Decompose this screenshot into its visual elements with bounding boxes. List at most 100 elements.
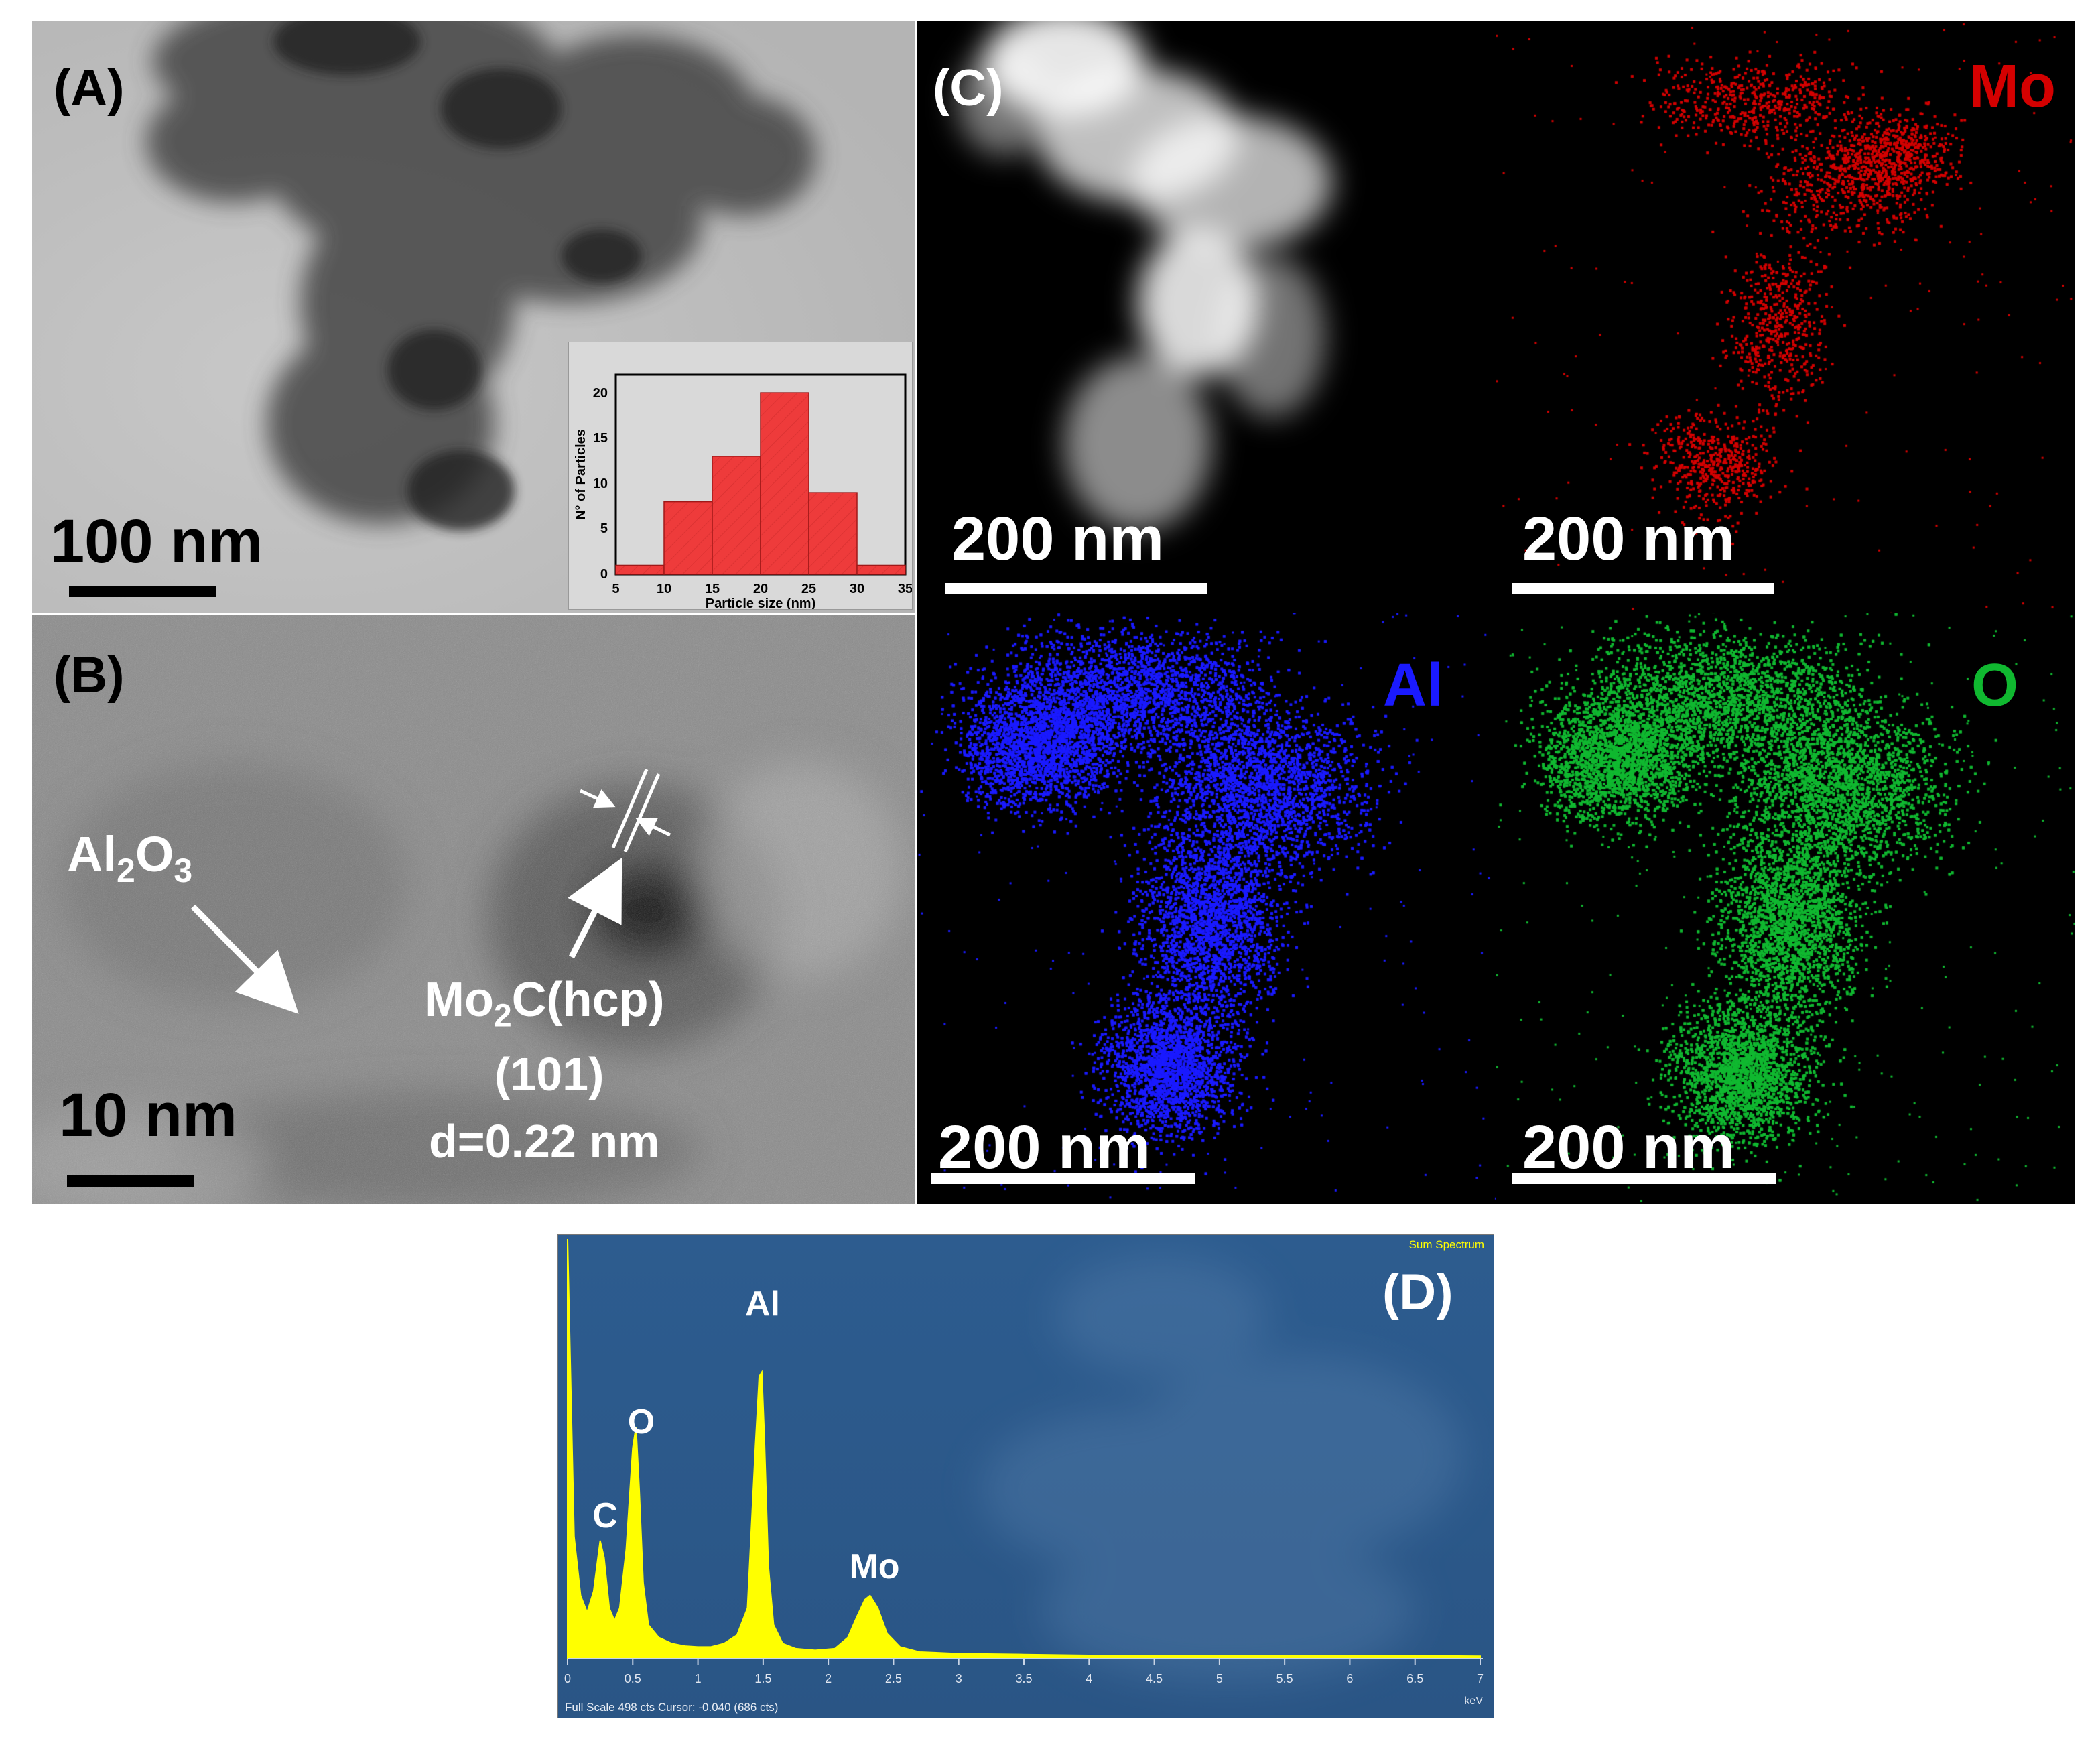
spectrum-x-ticks: 0 0.5 1 1.5 2 2.5 3 3.5 4 4.5 5 5.5 6 6.5 7: [564, 1659, 1484, 1685]
fringe-arrow-right: [635, 818, 671, 837]
histogram-xlabel: Particle size (nm): [706, 596, 816, 609]
histogram-ytick: 20: [593, 386, 608, 401]
histogram-y-ticks: 0 5 10 15 20: [593, 386, 608, 582]
lattice-fringe-line-1: [611, 769, 649, 848]
histogram-x-ticks: 5 10 15 20 25 30 35: [612, 582, 913, 596]
hrtem-lattice-image: [32, 615, 915, 1204]
histogram-xtick: 25: [801, 582, 816, 596]
spectrum-tick-label: 0: [564, 1672, 571, 1685]
histogram-xtick: 10: [657, 582, 671, 596]
spectrum-tick-label: 3: [956, 1672, 962, 1685]
mo-distribution-dots: [1496, 21, 2075, 613]
al2o3-al: Al: [67, 826, 117, 882]
panel-b-label: (B): [54, 647, 125, 704]
al2o3-arrow: [190, 904, 299, 1014]
spectrum-tick-label: 6.5: [1406, 1672, 1423, 1685]
al2o3-sub-3: 3: [174, 851, 193, 889]
histogram-bar-hatch: [712, 456, 761, 574]
o-distribution-dots: [1496, 613, 2075, 1204]
panel-d-label: (D): [1382, 1264, 1453, 1321]
spectrum-unit: keV: [1464, 1695, 1483, 1707]
panel-a-scale-bar: [69, 586, 216, 597]
lattice-plane-label: (101): [495, 1048, 604, 1100]
panel-b-scale-text: 10 nm: [59, 1081, 237, 1149]
mo2c-hcp: C(hcp): [511, 973, 665, 1027]
histogram-xtick: 15: [705, 582, 720, 596]
histogram-ytick: 15: [593, 431, 608, 446]
panel-a-label: (A): [54, 60, 125, 117]
spectrum-area: [567, 1238, 1481, 1659]
haadf-scale-bar: [945, 583, 1207, 594]
spectrum-title: Sum Spectrum: [1409, 1238, 1484, 1251]
peak-label-o: O: [628, 1403, 655, 1441]
mo2c-sub-2: 2: [493, 998, 512, 1034]
mo-map-label: Mo: [1969, 53, 2056, 120]
spectrum-tick-label: 5: [1216, 1672, 1223, 1685]
histogram-xtick: 5: [612, 582, 619, 596]
mo2c-annotation: Mo2C(hcp): [424, 976, 665, 1032]
mo2c-arrow: [568, 857, 622, 959]
histogram-bar-hatch: [809, 493, 857, 574]
particle-size-histogram-inset: 0 5 10 15 20 5 10 15 20 25 30 35 Particl…: [568, 342, 913, 611]
panel-d-eds-spectrum: 0 0.5 1 1.5 2 2.5 3 3.5 4 4.5 5 5.5 6 6.5 7 keV Full S…: [557, 1234, 1494, 1718]
histogram-bar-hatch: [761, 393, 809, 574]
histogram-ytick: 0: [600, 567, 608, 582]
mo-scale-bar: [1512, 583, 1774, 594]
o-map: O 200 nm: [1496, 613, 2075, 1204]
spectrum-tick-label: 4.5: [1146, 1672, 1163, 1685]
o-map-label: O: [1971, 652, 2019, 719]
spectrum-tick-label: 2: [825, 1672, 832, 1685]
fringe-arrow-left: [579, 789, 616, 808]
al-scale-bar: [931, 1173, 1195, 1184]
spectrum-tick-label: 7: [1477, 1672, 1484, 1685]
peak-label-c: C: [592, 1496, 618, 1535]
annotation-arrows: [190, 769, 671, 1014]
d-spacing-label: d=0.22 nm: [429, 1115, 660, 1167]
lattice-fringe-line-2: [623, 773, 661, 852]
spectrum-tick-label: 1: [695, 1672, 702, 1685]
o-scale-text: 200 nm: [1522, 1113, 1735, 1181]
mo2c-mo: Mo: [424, 973, 494, 1027]
haadf-map: (C) 200 nm: [917, 21, 1496, 613]
al2o3-o: O: [135, 826, 174, 882]
haadf-scale-text: 200 nm: [951, 505, 1165, 573]
histogram-bars: [615, 392, 906, 575]
spectrum-chart: 0 0.5 1 1.5 2 2.5 3 3.5 4 4.5 5 5.5 6 6.5 7 keV Full S…: [558, 1235, 1494, 1718]
spectrum-tick-label: 5.5: [1276, 1672, 1293, 1685]
histogram-ytick: 5: [600, 521, 608, 536]
spectrum-tick-label: 1.5: [754, 1672, 771, 1685]
haadf-image: [957, 21, 1332, 531]
al-map-label: Al: [1383, 652, 1443, 719]
panel-b-hrtem-image: (B) Al2O3 Mo2C(hcp) (101) d=0.22 nm 10 n…: [32, 615, 915, 1204]
histogram-xtick: 20: [753, 582, 768, 596]
al2o3-sub-2: 2: [117, 851, 135, 889]
histogram-xtick: 35: [898, 582, 912, 596]
panel-b-scale-bar: [67, 1175, 194, 1187]
spectrum-footer: Full Scale 498 cts Cursor: -0.040 (686 c…: [565, 1701, 778, 1714]
spectrum-tick-label: 3.5: [1015, 1672, 1032, 1685]
spectrum-series: [567, 1238, 1481, 1659]
al-distribution-dots: [917, 613, 1496, 1204]
peak-label-al: Al: [745, 1285, 780, 1324]
al-map: Al 200 nm: [917, 613, 1496, 1204]
al-scale-text: 200 nm: [938, 1113, 1151, 1181]
histogram-bar-hatch: [857, 565, 905, 574]
histogram-chart: 0 5 10 15 20 5 10 15 20 25 30 35 Particl…: [574, 373, 913, 611]
histogram-bar-hatch: [664, 501, 712, 574]
panel-a-tem-image: (A) 100 nm 0 5 10 15 20 5 1: [32, 21, 915, 613]
spectrum-tick-label: 6: [1346, 1672, 1353, 1685]
peak-label-mo: Mo: [849, 1547, 899, 1586]
tem-particles-image: [32, 21, 915, 613]
spectrum-tick-label: 2.5: [885, 1672, 902, 1685]
histogram-ylabel: N° of Particles: [574, 429, 588, 520]
al2o3-annotation: Al2O3: [67, 830, 192, 887]
o-scale-bar: [1512, 1173, 1776, 1184]
histogram-bar-hatch: [616, 565, 664, 574]
panel-c-label: (C): [933, 60, 1004, 117]
panel-a-scale-text: 100 nm: [50, 507, 263, 576]
histogram-xtick: 30: [850, 582, 864, 596]
mo-scale-text: 200 nm: [1522, 505, 1735, 573]
spectrum-tick-label: 0.5: [625, 1672, 641, 1685]
mo-map: Mo 200 nm: [1496, 21, 2075, 613]
panel-c-eds-maps: (C) 200 nm Mo 200 nm Al 200 nm O 200 nm: [917, 21, 2075, 1204]
